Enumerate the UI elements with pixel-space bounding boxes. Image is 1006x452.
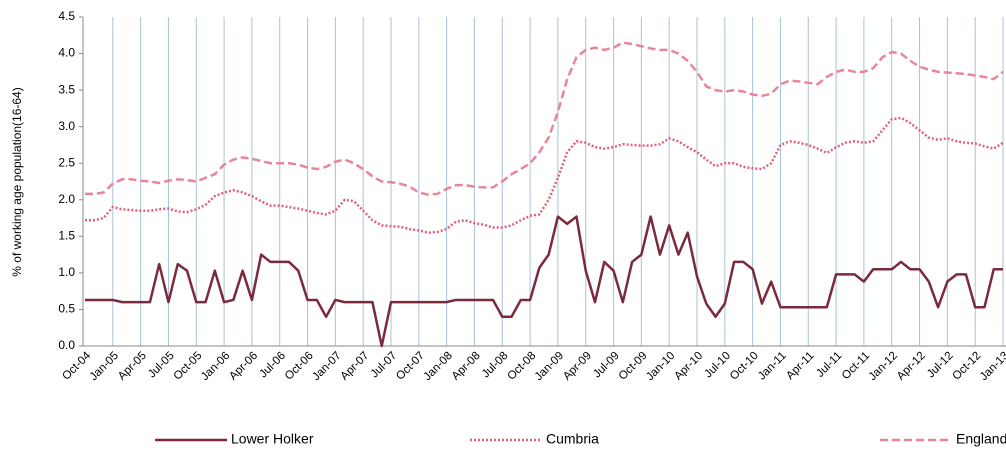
legend-label: Lower Holker	[231, 431, 314, 447]
x-tick-label: Oct-07	[394, 350, 427, 383]
x-tick-label: Jan-11	[756, 350, 789, 383]
y-tick-label: 1.5	[58, 229, 75, 243]
x-tick-label: Oct-12	[951, 350, 984, 383]
x-tick-label: Apr-10	[672, 350, 705, 383]
x-tick-label: Jan-13	[978, 350, 1006, 383]
y-tick-label: 2.0	[58, 192, 75, 206]
x-tick-label: Oct-09	[617, 350, 650, 383]
x-tick-label: Jan-10	[644, 350, 677, 383]
y-tick-label: 0.5	[58, 302, 75, 316]
x-tick-label: Jan-05	[88, 350, 121, 383]
legend-label: England	[956, 431, 1006, 447]
y-tick-label: 2.5	[58, 155, 75, 169]
x-tick-label: Jan-08	[422, 350, 455, 383]
x-tick-label: Apr-11	[784, 350, 816, 382]
y-axis-title: % of working age population(16-64)	[10, 87, 24, 276]
x-tick-label: Jan-12	[867, 350, 900, 383]
series-line	[85, 215, 1003, 348]
x-tick-label: Oct-04	[60, 349, 93, 382]
x-tick-label: Apr-09	[561, 350, 594, 383]
x-tick-label: Apr-05	[116, 350, 149, 383]
x-tick-label: Oct-08	[505, 350, 538, 383]
x-tick-label: Jan-09	[533, 350, 566, 383]
series-line	[85, 41, 1004, 196]
y-tick-label: 0.0	[58, 338, 75, 352]
x-tick-label: Apr-12	[895, 350, 928, 383]
x-tick-label: Apr-06	[227, 350, 260, 383]
x-tick-label: Oct-06	[283, 350, 316, 383]
x-tick-label: Jan-06	[199, 350, 232, 383]
y-tick-label: 3.5	[58, 82, 75, 96]
x-tick-label: Jan-07	[310, 350, 343, 383]
y-tick-label: 3.0	[58, 119, 75, 133]
x-tick-label: Oct-10	[728, 350, 761, 383]
y-tick-label: 4.0	[58, 46, 75, 60]
x-tick-label: Oct-05	[172, 350, 205, 383]
legend-label: Cumbria	[546, 431, 599, 447]
y-tick-label: 4.5	[58, 9, 75, 23]
x-tick-label: Apr-07	[339, 350, 372, 383]
series-line	[85, 116, 1004, 234]
x-tick-label: Jul-11	[814, 350, 844, 380]
x-tick-label: Oct-11	[840, 350, 872, 382]
y-tick-label: 1.0	[58, 265, 75, 279]
x-tick-label: Apr-08	[450, 350, 483, 383]
